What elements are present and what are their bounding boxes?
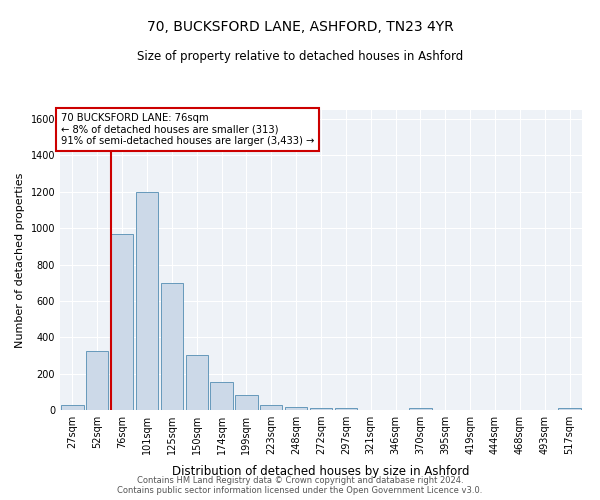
Bar (136, 192, 158, 410)
Bar (335, 408, 357, 410)
Bar (285, 408, 307, 410)
Bar (260, 406, 283, 410)
Bar (111, 234, 133, 410)
Bar (310, 408, 332, 410)
Bar (185, 354, 208, 410)
Y-axis label: Number of detached properties: Number of detached properties (15, 172, 25, 348)
Text: 70 BUCKSFORD LANE: 76sqm
← 8% of detached houses are smaller (313)
91% of semi-d: 70 BUCKSFORD LANE: 76sqm ← 8% of detache… (61, 113, 314, 146)
Bar (161, 282, 183, 410)
Text: 70, BUCKSFORD LANE, ASHFORD, TN23 4YR: 70, BUCKSFORD LANE, ASHFORD, TN23 4YR (146, 20, 454, 34)
Bar (409, 408, 431, 410)
Bar (86, 351, 109, 410)
Text: Contains HM Land Registry data © Crown copyright and database right 2024.: Contains HM Land Registry data © Crown c… (137, 476, 463, 485)
Text: Contains public sector information licensed under the Open Government Licence v3: Contains public sector information licen… (118, 486, 482, 495)
Text: Size of property relative to detached houses in Ashford: Size of property relative to detached ho… (137, 50, 463, 63)
Bar (235, 396, 257, 410)
Bar (211, 382, 233, 410)
Bar (61, 406, 83, 410)
X-axis label: Distribution of detached houses by size in Ashford: Distribution of detached houses by size … (172, 466, 470, 478)
Bar (559, 408, 581, 410)
